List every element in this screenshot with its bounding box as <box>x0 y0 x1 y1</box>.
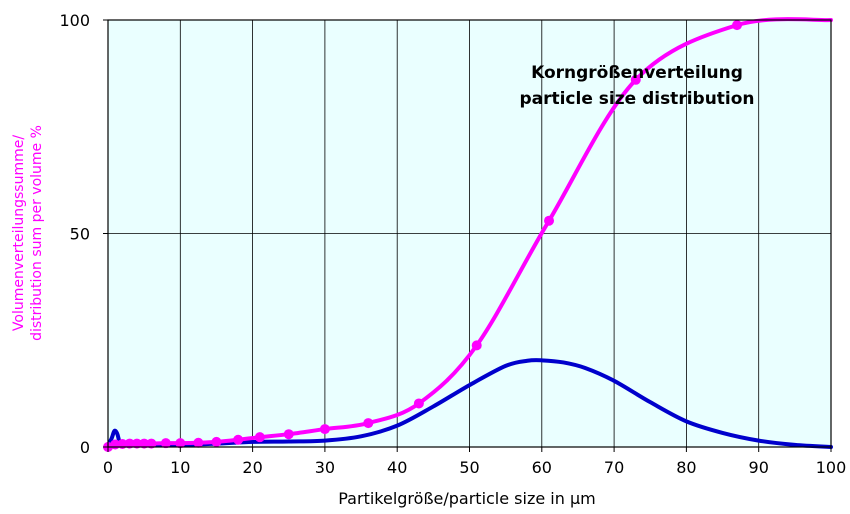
cumulative-data-point <box>413 398 424 409</box>
chart-title-line-2: particle size distribution <box>519 89 754 109</box>
x-axis-label: Partikelgröße/particle size in µm <box>338 489 595 508</box>
x-tick-label: 70 <box>604 458 624 477</box>
cumulative-data-point <box>544 215 555 226</box>
cumulative-data-point <box>139 438 150 449</box>
tick-labels: 0 10 20 30 40 50 60 70 80 90 100 0 50 100 <box>59 11 846 477</box>
chart-title-line-1: Korngrößenverteilung <box>531 63 743 83</box>
cumulative-data-point <box>175 438 186 449</box>
cumulative-data-point <box>124 438 135 449</box>
y-tick-label: 50 <box>70 225 90 244</box>
x-tick-label: 50 <box>459 458 479 477</box>
cumulative-data-point <box>193 437 204 448</box>
x-tick-label: 60 <box>532 458 552 477</box>
x-tick-label: 30 <box>315 458 335 477</box>
cumulative-data-point <box>254 432 265 443</box>
density-distribution-line <box>106 358 833 449</box>
cumulative-data-point <box>319 424 330 435</box>
cumulative-data-point <box>146 438 157 449</box>
x-tick-label: 40 <box>387 458 407 477</box>
series-layer <box>103 17 833 452</box>
y-axis-label-line-2: distribution sum per volume % <box>29 125 45 341</box>
y-tick-label: 0 <box>80 438 90 457</box>
x-tick-label: 20 <box>242 458 262 477</box>
cumulative-data-point <box>732 20 743 31</box>
cumulative-data-point <box>471 340 482 351</box>
cumulative-data-point <box>630 74 641 85</box>
cumulative-data-point <box>211 436 222 447</box>
x-tick-label: 10 <box>170 458 190 477</box>
cumulative-data-point <box>160 438 171 449</box>
x-tick-label: 0 <box>103 458 113 477</box>
cumulative-data-point <box>283 429 294 440</box>
y-tick-label: 100 <box>59 11 90 30</box>
y-axis-label-line-1: Volumenverteilungssumme/ <box>11 135 27 331</box>
x-tick-label: 100 <box>816 458 847 477</box>
x-tick-label: 90 <box>749 458 769 477</box>
cumulative-data-point <box>363 418 374 429</box>
x-tick-label: 80 <box>676 458 696 477</box>
cumulative-data-point <box>131 438 142 449</box>
cumulative-data-point <box>233 434 244 445</box>
